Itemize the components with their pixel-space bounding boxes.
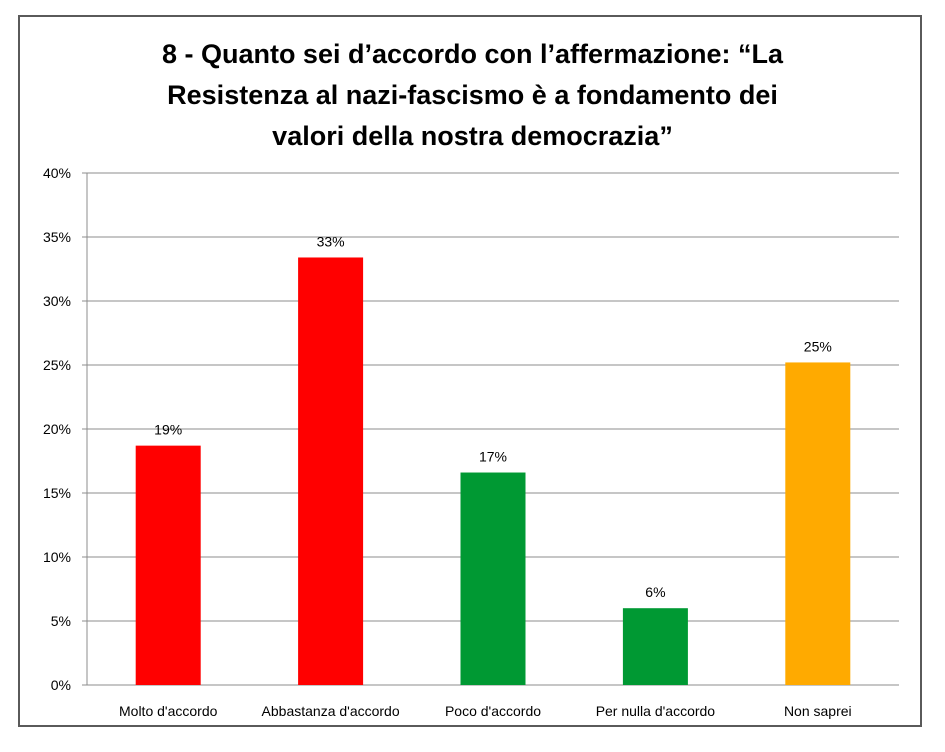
bar xyxy=(460,472,526,685)
y-tick-label: 5% xyxy=(51,613,71,629)
y-tick-label: 40% xyxy=(43,165,71,181)
y-tick-label: 20% xyxy=(43,421,71,437)
bar xyxy=(622,608,688,685)
data-label: 25% xyxy=(804,338,832,354)
y-tick-label: 30% xyxy=(43,293,71,309)
data-label: 17% xyxy=(479,449,507,465)
x-tick-label: Molto d'accordo xyxy=(119,703,218,719)
data-label: 19% xyxy=(154,422,182,438)
y-tick-label: 0% xyxy=(51,677,71,693)
bar xyxy=(298,257,364,685)
y-tick-label: 35% xyxy=(43,229,71,245)
y-tick-label: 15% xyxy=(43,485,71,501)
x-tick-label: Abbastanza d'accordo xyxy=(262,703,400,719)
bar xyxy=(785,362,851,685)
x-tick-label: Per nulla d'accordo xyxy=(596,703,716,719)
x-tick-label: Poco d'accordo xyxy=(445,703,541,719)
data-label: 6% xyxy=(645,584,665,600)
y-tick-label: 10% xyxy=(43,549,71,565)
bar xyxy=(135,445,201,685)
x-tick-label: Non saprei xyxy=(784,703,852,719)
y-tick-label: 25% xyxy=(43,357,71,373)
chart-title: 8 - Quanto sei d’accordo con l’affermazi… xyxy=(161,39,784,151)
data-label: 33% xyxy=(317,233,345,249)
